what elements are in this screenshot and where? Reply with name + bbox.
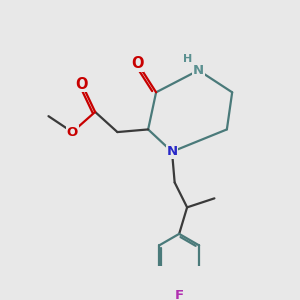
Text: N: N [167,145,178,158]
Text: O: O [131,56,143,71]
Text: F: F [175,290,184,300]
Text: H: H [183,54,192,64]
Text: O: O [67,126,78,139]
Text: O: O [75,76,88,92]
Text: N: N [193,64,204,77]
